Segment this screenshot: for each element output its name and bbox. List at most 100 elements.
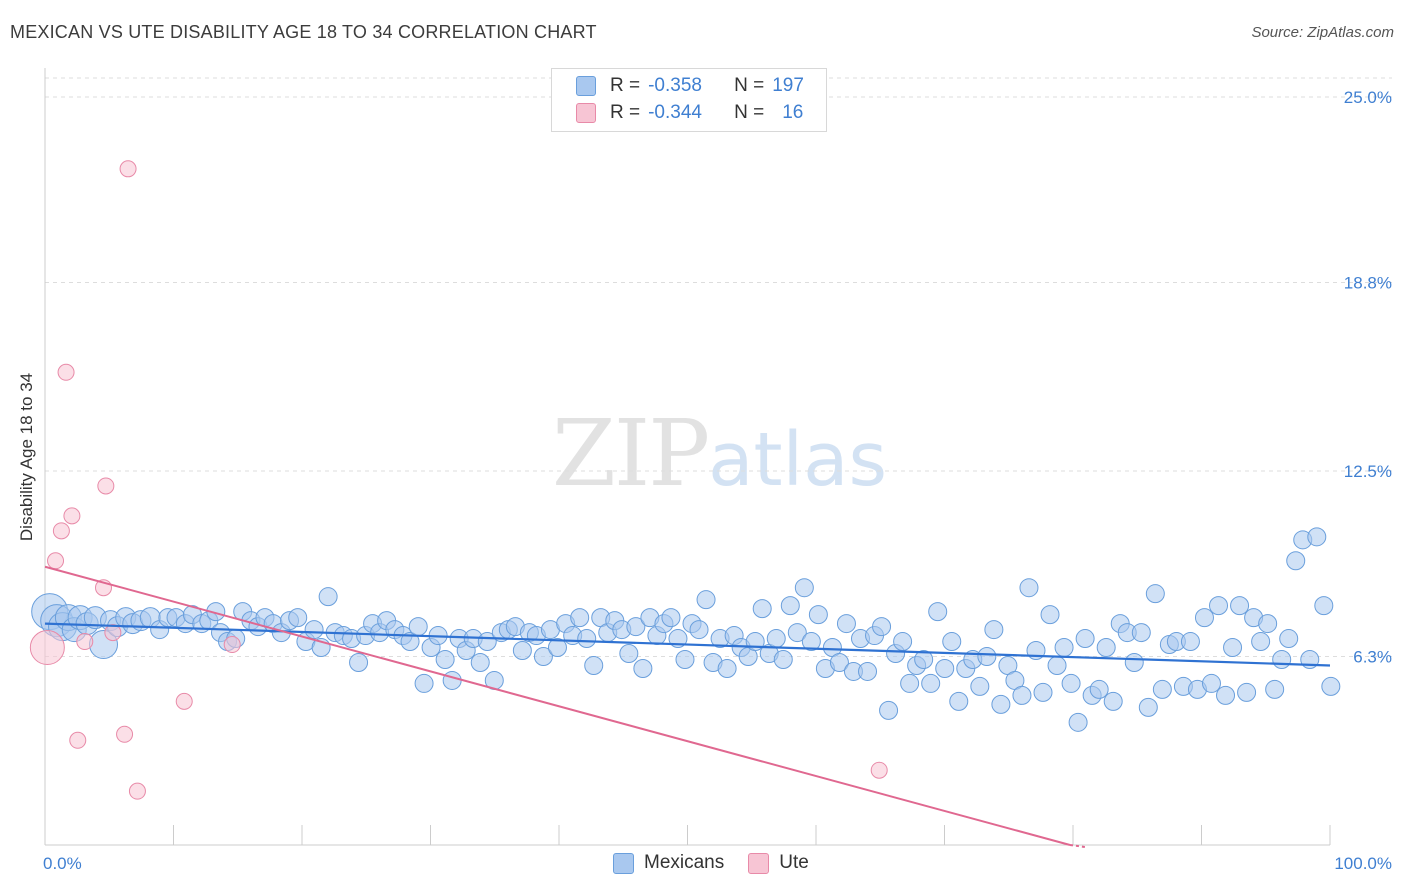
watermark: ZIPatlas bbox=[552, 400, 887, 507]
mexicans-point bbox=[1089, 679, 1109, 699]
mexicans-point bbox=[1068, 712, 1088, 732]
mexicans-point bbox=[921, 673, 941, 693]
mexicans-point bbox=[1145, 584, 1165, 604]
mexicans-point bbox=[570, 608, 590, 628]
mexicans-point bbox=[304, 620, 324, 640]
mexicans-point bbox=[1194, 608, 1214, 628]
legend-item-ute: Ute bbox=[748, 852, 809, 874]
watermark-atlas: atlas bbox=[708, 417, 887, 503]
mexicans-point bbox=[879, 700, 899, 720]
mexicans-point bbox=[1019, 578, 1039, 598]
mexicans-point bbox=[547, 638, 567, 658]
mexicans-point bbox=[984, 620, 1004, 640]
legend-r-label: R = bbox=[610, 102, 641, 123]
mexicans-point bbox=[977, 647, 997, 667]
mexicans-point bbox=[780, 596, 800, 616]
mexicans-point bbox=[836, 614, 856, 634]
mexicans-point bbox=[935, 658, 955, 678]
legend-swatch-mexicans bbox=[576, 76, 596, 96]
mexicans-point bbox=[1201, 673, 1221, 693]
mexicans-point bbox=[991, 694, 1011, 714]
mexicans-point bbox=[1075, 629, 1095, 649]
ute-point bbox=[223, 636, 241, 654]
y-axis-label: Disability Age 18 to 34 bbox=[17, 372, 36, 542]
mexicans-point bbox=[435, 649, 455, 669]
mexicans-point bbox=[1180, 632, 1200, 652]
mexicans-point bbox=[1251, 632, 1271, 652]
mexicans-point bbox=[949, 691, 969, 711]
legend-item-mexicans: Mexicans bbox=[613, 852, 724, 874]
ute-point bbox=[47, 552, 65, 570]
mexicans-point bbox=[512, 641, 532, 661]
mexicans-point bbox=[1279, 629, 1299, 649]
mexicans-point bbox=[794, 578, 814, 598]
mexicans-point bbox=[1265, 679, 1285, 699]
mexicans-point bbox=[584, 655, 604, 675]
mexicans-point bbox=[717, 658, 737, 678]
ute-point bbox=[128, 782, 146, 800]
mexicans-point bbox=[808, 605, 828, 625]
ute-point bbox=[57, 363, 75, 381]
mexicans-point bbox=[696, 590, 716, 610]
legend-swatch-mexicans bbox=[613, 852, 634, 874]
ute-point bbox=[97, 477, 115, 495]
mexicans-point bbox=[914, 649, 934, 669]
mexicans-point bbox=[619, 644, 639, 664]
mexicans-point bbox=[752, 599, 772, 619]
mexicans-point bbox=[1047, 655, 1067, 675]
mexicans-point bbox=[1138, 697, 1158, 717]
legend-r-label: R = bbox=[610, 75, 641, 96]
mexicans-point bbox=[858, 661, 878, 681]
mexicans-point bbox=[1237, 682, 1257, 702]
ute-point bbox=[116, 725, 134, 743]
legend-label-mexicans: Mexicans bbox=[644, 852, 725, 873]
mexicans-point bbox=[288, 608, 308, 628]
series-legend: Mexicans Ute bbox=[613, 852, 833, 874]
mexicans-point bbox=[928, 602, 948, 622]
legend-n-value: 16 bbox=[782, 102, 804, 123]
x-tick-label: 100.0% bbox=[1334, 854, 1392, 873]
ute-point bbox=[175, 692, 193, 710]
legend-swatch-ute bbox=[576, 103, 596, 123]
mexicans-point bbox=[661, 608, 681, 628]
mexicans-point bbox=[1096, 638, 1116, 658]
legend-n-label: N = bbox=[734, 102, 765, 123]
mexicans-point bbox=[633, 658, 653, 678]
ute-point bbox=[104, 624, 122, 642]
mexicans-point bbox=[1307, 527, 1327, 547]
mexicans-point bbox=[872, 617, 892, 637]
chart-title: MEXICAN VS UTE DISABILITY AGE 18 TO 34 C… bbox=[10, 22, 597, 42]
legend-row-ute: R = -0.344 N = 16 bbox=[576, 101, 803, 125]
mexicans-point bbox=[1033, 682, 1053, 702]
mexicans-point bbox=[1124, 652, 1144, 672]
mexicans-point bbox=[408, 617, 428, 637]
mexicans-point bbox=[1012, 685, 1032, 705]
x-tick-label: 0.0% bbox=[43, 854, 82, 873]
mexicans-point bbox=[675, 649, 695, 669]
mexicans-point bbox=[893, 632, 913, 652]
mexicans-point bbox=[349, 652, 369, 672]
ute-point bbox=[119, 160, 137, 178]
legend-swatch-ute bbox=[748, 852, 770, 874]
mexicans-point bbox=[470, 652, 490, 672]
mexicans-point bbox=[1286, 551, 1306, 571]
ute-point bbox=[76, 633, 94, 651]
mexicans-point bbox=[766, 629, 786, 649]
mexicans-point bbox=[942, 632, 962, 652]
y-tick-label: 12.5% bbox=[1344, 462, 1392, 481]
y-tick-label: 18.8% bbox=[1344, 274, 1392, 293]
legend-n-value: 197 bbox=[772, 75, 804, 96]
mexicans-point bbox=[318, 587, 338, 607]
mexicans-point bbox=[1314, 596, 1334, 616]
legend-r-value: -0.344 bbox=[648, 102, 702, 123]
mexicans-point bbox=[829, 652, 849, 672]
mexicans-point bbox=[1131, 623, 1151, 643]
mexicans-point bbox=[900, 673, 920, 693]
mexicans-point bbox=[970, 676, 990, 696]
mexicans-point bbox=[773, 649, 793, 669]
mexicans-point bbox=[442, 670, 462, 690]
correlation-legend: R = -0.358 N = 197 R = -0.344 N = 16 bbox=[551, 68, 827, 132]
ute-point bbox=[63, 507, 81, 525]
ute-trend-extension bbox=[1069, 844, 1086, 848]
